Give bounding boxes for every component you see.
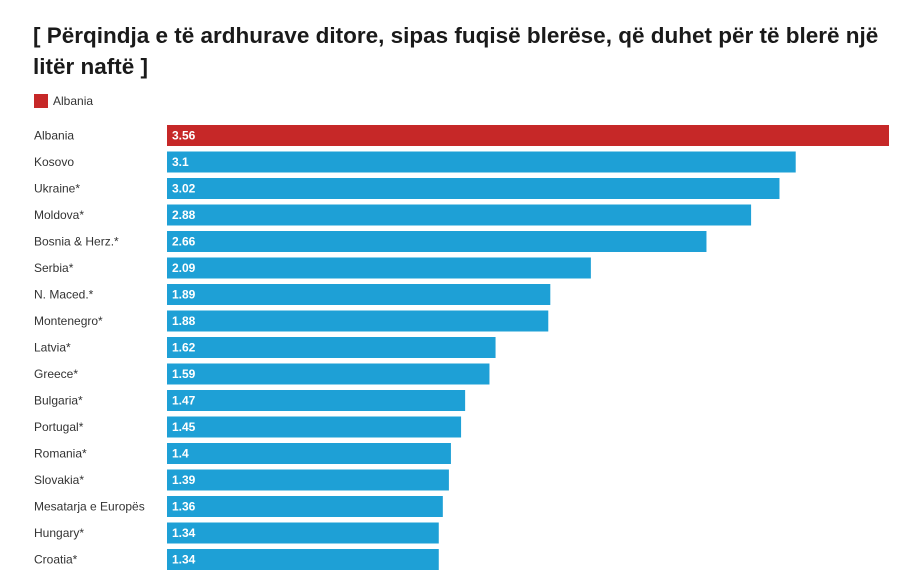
category-label-albania: Albania <box>34 129 74 143</box>
bar-mesatarja-e-europ-s <box>167 496 443 517</box>
value-label-kosovo: 3.1 <box>172 155 189 169</box>
category-label-greece: Greece* <box>34 367 78 381</box>
value-label-ukraine: 3.02 <box>172 182 196 196</box>
value-label-portugal: 1.45 <box>172 420 196 434</box>
bar-moldova <box>167 204 752 226</box>
chart-legend: Albania <box>34 94 93 108</box>
category-label-serbia: Serbia* <box>34 261 74 275</box>
value-label-montenegro: 1.88 <box>172 314 196 328</box>
category-label-portugal: Portugal* <box>34 420 84 434</box>
category-label-romania: Romania* <box>34 447 87 461</box>
bar-slovakia <box>167 469 449 491</box>
value-label-greece: 1.59 <box>172 367 196 381</box>
bar-bulgaria <box>167 390 466 411</box>
value-label-croatia: 1.34 <box>172 553 196 567</box>
bar-bosnia-herz <box>167 231 707 252</box>
bar-kosovo <box>167 151 796 173</box>
value-label-serbia: 2.09 <box>172 261 196 275</box>
bar-serbia <box>167 257 591 279</box>
value-label-latvia: 1.62 <box>172 341 196 355</box>
category-label-croatia: Croatia* <box>34 553 78 567</box>
value-label-bosnia-herz: 2.66 <box>172 235 196 249</box>
category-label-slovakia: Slovakia* <box>34 473 84 487</box>
value-label-albania: 3.56 <box>172 129 196 143</box>
legend-swatch-albania <box>34 94 48 108</box>
category-label-moldova: Moldova* <box>34 208 84 222</box>
category-label-latvia: Latvia* <box>34 341 71 355</box>
category-label-bulgaria: Bulgaria* <box>34 394 83 408</box>
bar-n-maced <box>167 284 551 305</box>
bar-ukraine <box>167 178 780 199</box>
bar-portugal <box>167 416 462 438</box>
value-label-romania: 1.4 <box>172 447 189 461</box>
category-label-kosovo: Kosovo <box>34 155 74 169</box>
bar-croatia <box>167 549 439 570</box>
bar-romania <box>167 443 451 464</box>
bar-latvia <box>167 337 496 358</box>
value-label-n-maced: 1.89 <box>172 288 196 302</box>
category-label-montenegro: Montenegro* <box>34 314 103 328</box>
bar-greece <box>167 363 490 385</box>
chart-title: [ Përqindja e të ardhurave ditore, sipas… <box>33 23 879 79</box>
value-label-moldova: 2.88 <box>172 208 196 222</box>
bar-albania <box>167 125 889 146</box>
category-label-ukraine: Ukraine* <box>34 182 80 196</box>
category-label-bosnia-herz: Bosnia & Herz.* <box>34 235 119 249</box>
value-label-slovakia: 1.39 <box>172 473 196 487</box>
value-label-hungary: 1.34 <box>172 526 196 540</box>
value-label-bulgaria: 1.47 <box>172 394 196 408</box>
value-label-mesatarja-e-europ-s: 1.36 <box>172 500 196 514</box>
bar-montenegro <box>167 310 549 332</box>
category-label-mesatarja-e-europ-s: Mesatarja e Europës <box>34 500 145 514</box>
legend-label-albania: Albania <box>53 94 94 108</box>
bar-hungary <box>167 522 439 544</box>
category-label-n-maced: N. Maced.* <box>34 288 94 302</box>
category-label-hungary: Hungary* <box>34 526 84 540</box>
